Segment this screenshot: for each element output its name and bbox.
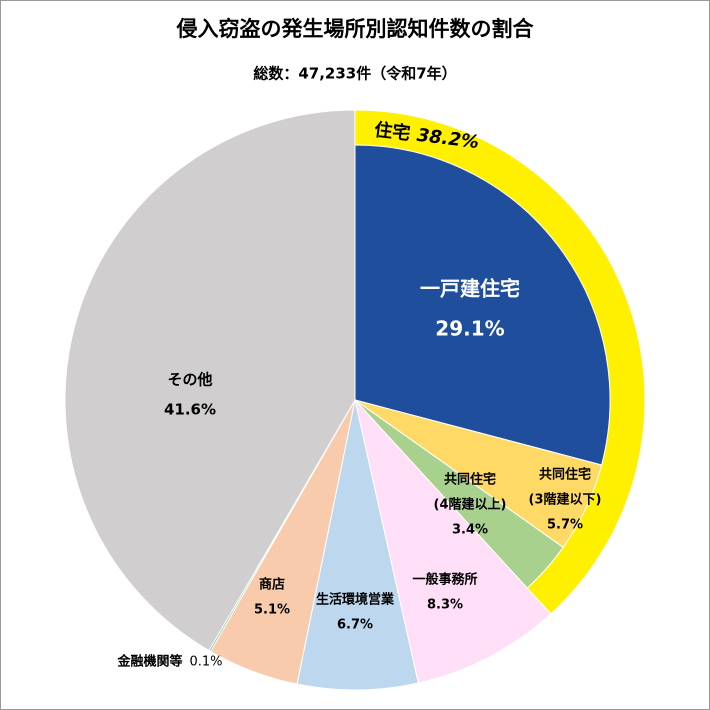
pie-slice: [354, 398, 552, 684]
slice-label: 生活環境営業: [316, 592, 395, 608]
slice-label: (4階建以上): [434, 497, 507, 513]
slice-label: (3階建以下): [529, 492, 602, 508]
slice-value-label: 0.1%: [189, 655, 222, 670]
slice-value-label: 8.3%: [427, 598, 463, 613]
pie-slice: [354, 144, 611, 466]
slice-value-label: 29.1%: [435, 317, 504, 341]
slice-label: 共同住宅: [444, 472, 496, 488]
pie-slice: [296, 399, 419, 691]
slice-label: 共同住宅: [539, 467, 591, 483]
slice-value-label: 5.7%: [547, 518, 583, 533]
pie-slice: [64, 109, 356, 652]
slice-value-label: 3.4%: [452, 523, 488, 538]
slice-value-label: 5.1%: [254, 603, 290, 618]
slice-label: 一戸建住宅: [420, 277, 520, 301]
slice-label: その他: [167, 371, 212, 389]
slice-value-label: 41.6%: [164, 401, 216, 419]
slice-label: 金融機関等: [116, 654, 182, 670]
group-name: 住宅: [373, 118, 411, 144]
slice-label: 一般事務所: [412, 572, 477, 588]
slice-label: 商店: [259, 577, 285, 593]
slice-value-label: 6.7%: [337, 618, 373, 633]
chart-subtitle: 総数：47,233件（令和7年）: [253, 65, 456, 83]
chart-title: 侵入窃盗の発生場所別認知件数の割合: [176, 17, 535, 41]
